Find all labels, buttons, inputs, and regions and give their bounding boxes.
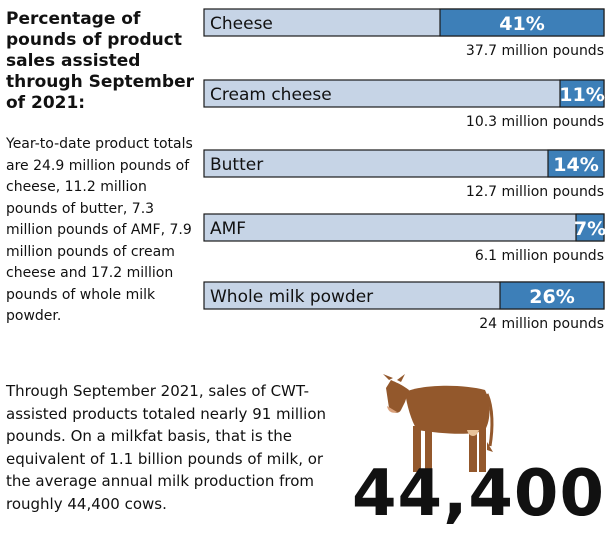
category-label: Cheese — [210, 14, 273, 34]
value-label: 11% — [559, 84, 604, 106]
chart-heading: Percentage of pounds of product sales as… — [6, 9, 194, 113]
bar — [547, 149, 605, 178]
pounds-annotation: 12.7 million pounds — [466, 184, 604, 200]
category-label: Whole milk powder — [210, 287, 373, 307]
value-label: 14% — [553, 154, 598, 176]
pounds-annotation: 6.1 million pounds — [475, 248, 604, 264]
bar — [499, 281, 605, 310]
pounds-annotation: 10.3 million pounds — [466, 114, 604, 130]
bar-track — [203, 213, 605, 242]
category-label: AMF — [210, 219, 246, 239]
bar — [559, 79, 605, 108]
bar-track — [203, 79, 605, 108]
pounds-annotation: 24 million pounds — [479, 316, 604, 332]
value-label: 26% — [529, 286, 574, 308]
cow-icon — [383, 374, 494, 472]
value-label: 7% — [574, 218, 606, 240]
pounds-annotation: 37.7 million pounds — [466, 43, 604, 59]
summary-text: Through September 2021, sales of CWT-ass… — [6, 382, 327, 513]
value-label: 41% — [499, 13, 544, 35]
category-label: Butter — [210, 155, 263, 175]
bar — [439, 8, 605, 37]
bar-track — [203, 149, 605, 178]
category-label: Cream cheese — [210, 85, 332, 105]
year-to-date-note: Year-to-date product totals are 24.9 mil… — [6, 136, 193, 324]
bar — [575, 213, 605, 242]
cow-count: 44,400 — [352, 457, 605, 531]
